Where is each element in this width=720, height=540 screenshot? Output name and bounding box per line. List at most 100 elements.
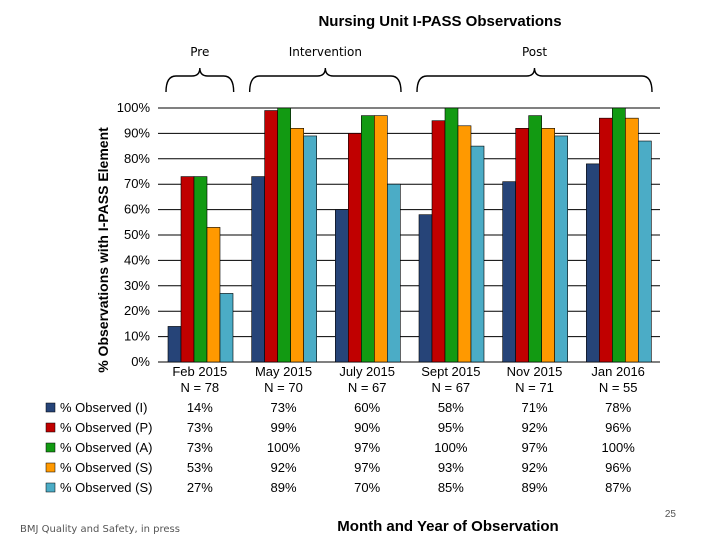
phase-bracket (165, 67, 235, 93)
legend-label: % Observed (I) (60, 400, 147, 415)
bar (206, 227, 221, 363)
phase-label: Post (522, 45, 547, 59)
data-label: 89% (270, 480, 296, 495)
data-label: 58% (438, 400, 464, 415)
bar (418, 214, 433, 363)
page-number: 25 (665, 509, 677, 520)
bar (193, 176, 208, 363)
bar (277, 107, 291, 363)
bar (348, 133, 362, 363)
data-label: 60% (354, 400, 380, 415)
bar (180, 176, 195, 363)
data-label: 27% (187, 480, 213, 495)
bars (167, 107, 652, 363)
x-tick-label: Feb 2015 (172, 364, 227, 379)
phase-label: Pre (190, 45, 209, 59)
data-label: 14% (187, 400, 213, 415)
phase-bracket (248, 67, 402, 93)
data-label: 100% (602, 440, 636, 455)
x-tick-sublabel: N = 55 (599, 380, 638, 395)
y-tick-label: 10% (124, 329, 150, 344)
plot-area: 0% 10% 20% 30% 40% 50% 60% 70% 80% 90% 100% (117, 100, 660, 369)
data-label: 73% (187, 420, 213, 435)
data-label: 90% (354, 420, 380, 435)
x-tick-label: Sept 2015 (421, 364, 480, 379)
legend-label: % Observed (S) (60, 460, 152, 475)
data-label: 93% (438, 460, 464, 475)
x-tick-sublabel: N = 71 (515, 380, 554, 395)
bar (457, 125, 472, 363)
bar (303, 135, 317, 363)
data-label: 73% (187, 440, 213, 455)
x-tick-label: July 2015 (339, 364, 395, 379)
data-label: 87% (605, 480, 631, 495)
y-tick-label: 30% (124, 278, 150, 293)
bar (387, 183, 401, 363)
data-label: 53% (187, 460, 213, 475)
bar (444, 107, 459, 363)
y-tick-label: 100% (117, 100, 151, 115)
y-axis-label: % Observations with I-PASS Element (95, 127, 111, 373)
bar (470, 145, 485, 363)
legend-label: % Observed (P) (60, 420, 152, 435)
legend-label: % Observed (A) (60, 440, 152, 455)
data-label: 92% (521, 420, 547, 435)
legend-swatch (45, 442, 56, 453)
x-axis-label: Month and Year of Observation (337, 518, 558, 535)
bar (361, 115, 375, 363)
table-cells: 14% 73% 60% 58% 71% 78% 73% 99% 90% 95% 92% 96% 73% 1… (187, 400, 635, 495)
bar (612, 107, 626, 363)
bar (335, 209, 349, 363)
gridlines (158, 107, 660, 363)
legend-label: % Observed (S) (60, 480, 152, 495)
data-label: 99% (270, 420, 296, 435)
phase-brackets: Pre Intervention Post (165, 45, 653, 93)
bar (638, 140, 652, 363)
data-label: 97% (354, 440, 380, 455)
data-label: 89% (521, 480, 547, 495)
y-tick-label: 70% (124, 176, 150, 191)
x-tick-label: May 2015 (255, 364, 312, 379)
data-label: 73% (270, 400, 296, 415)
data-label: 71% (521, 400, 547, 415)
bar (374, 115, 388, 363)
y-tick-label: 50% (124, 227, 150, 242)
y-tick-label: 20% (124, 303, 150, 318)
x-tick-sublabel: N = 78 (180, 380, 219, 395)
chart-title: Nursing Unit I-PASS Observations (318, 13, 561, 30)
footer-citation: BMJ Quality and Safety, in press (20, 524, 180, 535)
legend-swatch (45, 462, 56, 473)
bar (515, 128, 529, 363)
bar (625, 117, 639, 363)
bar (554, 135, 568, 363)
data-label: 78% (605, 400, 631, 415)
y-tick-label: 0% (131, 354, 150, 369)
bar (541, 128, 555, 363)
x-tick-sublabel: N = 70 (264, 380, 303, 395)
y-tick-label: 80% (124, 151, 150, 166)
data-label: 92% (270, 460, 296, 475)
data-label: 100% (434, 440, 468, 455)
data-label: 70% (354, 480, 380, 495)
x-tick-label: Nov 2015 (507, 364, 563, 379)
phase-bracket (416, 67, 653, 93)
legend-swatch (45, 402, 56, 413)
bar (586, 163, 600, 363)
bar (502, 181, 516, 363)
legend: % Observed (I) % Observed (P) % Observed (… (45, 400, 152, 495)
legend-swatch (45, 482, 56, 493)
bar (264, 110, 278, 363)
data-label: 92% (521, 460, 547, 475)
data-label: 95% (438, 420, 464, 435)
data-label: 97% (354, 460, 380, 475)
data-label: 97% (521, 440, 547, 455)
legend-swatch (45, 422, 56, 433)
data-label: 96% (605, 460, 631, 475)
bar (167, 326, 182, 363)
y-tick-label: 60% (124, 202, 150, 217)
y-tick-label: 90% (124, 125, 150, 140)
bar (431, 120, 446, 363)
